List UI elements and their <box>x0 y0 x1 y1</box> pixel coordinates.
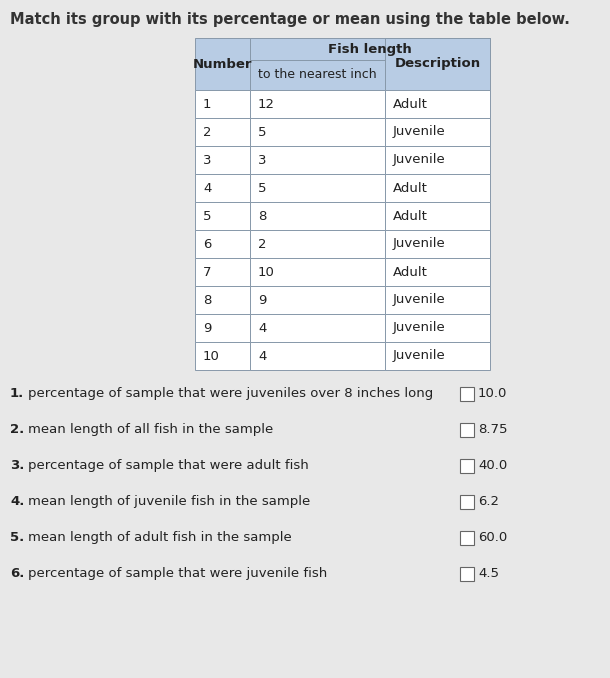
Bar <box>250 286 385 314</box>
Text: Number: Number <box>193 58 253 71</box>
Text: 5: 5 <box>258 125 267 138</box>
Bar <box>385 118 490 146</box>
Bar <box>195 342 250 370</box>
Text: Juvenile: Juvenile <box>393 321 446 334</box>
Text: 8.75: 8.75 <box>478 423 508 436</box>
Bar <box>195 202 250 230</box>
Bar <box>195 230 250 258</box>
Bar <box>385 314 490 342</box>
Bar <box>385 286 490 314</box>
Text: percentage of sample that were juveniles over 8 inches long: percentage of sample that were juveniles… <box>28 387 433 400</box>
Text: Adult: Adult <box>393 98 428 111</box>
Bar <box>195 38 250 90</box>
Text: 4: 4 <box>258 321 267 334</box>
Text: 12: 12 <box>258 98 275 111</box>
Text: Match its group with its percentage or mean using the table below.: Match its group with its percentage or m… <box>10 12 570 27</box>
Bar <box>250 118 385 146</box>
Bar <box>250 146 385 174</box>
Text: 9: 9 <box>258 294 267 306</box>
Bar <box>195 174 250 202</box>
Text: 2: 2 <box>258 237 267 250</box>
Text: 6.: 6. <box>10 567 24 580</box>
Bar <box>250 342 385 370</box>
Text: Juvenile: Juvenile <box>393 125 446 138</box>
Text: 4.: 4. <box>10 495 24 508</box>
Bar <box>250 230 385 258</box>
Bar <box>195 146 250 174</box>
Text: 10: 10 <box>203 349 220 363</box>
Text: 4: 4 <box>203 182 212 195</box>
Text: 6.2: 6.2 <box>478 495 499 508</box>
Text: 40.0: 40.0 <box>478 459 508 472</box>
Bar <box>250 258 385 286</box>
Text: 4: 4 <box>258 349 267 363</box>
Text: 5.: 5. <box>10 531 24 544</box>
Bar <box>460 458 474 473</box>
Text: mean length of all fish in the sample: mean length of all fish in the sample <box>28 423 273 436</box>
Bar <box>460 386 474 401</box>
Bar <box>195 90 250 118</box>
Text: 4.5: 4.5 <box>478 567 499 580</box>
Text: Juvenile: Juvenile <box>393 153 446 167</box>
Bar <box>385 146 490 174</box>
Text: 60.0: 60.0 <box>478 531 508 544</box>
Text: Description: Description <box>395 58 481 71</box>
Bar <box>250 90 385 118</box>
Text: Adult: Adult <box>393 182 428 195</box>
Text: 3: 3 <box>258 153 267 167</box>
Text: 8: 8 <box>203 294 212 306</box>
Text: 1.: 1. <box>10 387 24 400</box>
Text: Adult: Adult <box>393 266 428 279</box>
Bar <box>250 174 385 202</box>
Bar <box>460 567 474 580</box>
Text: 2.: 2. <box>10 423 24 436</box>
Text: 5: 5 <box>258 182 267 195</box>
Text: 7: 7 <box>203 266 212 279</box>
Bar <box>385 342 490 370</box>
Bar <box>250 60 385 90</box>
Text: 5: 5 <box>203 210 212 222</box>
Bar <box>460 531 474 544</box>
Text: 10.0: 10.0 <box>478 387 508 400</box>
Text: percentage of sample that were juvenile fish: percentage of sample that were juvenile … <box>28 567 327 580</box>
Text: Juvenile: Juvenile <box>393 237 446 250</box>
Text: Fish length: Fish length <box>328 43 412 56</box>
Bar <box>385 38 490 90</box>
Bar <box>385 202 490 230</box>
Text: Adult: Adult <box>393 210 428 222</box>
Bar <box>385 230 490 258</box>
Bar <box>385 90 490 118</box>
Text: 3.: 3. <box>10 459 24 472</box>
Bar <box>250 202 385 230</box>
Text: to the nearest inch: to the nearest inch <box>258 68 377 81</box>
Bar <box>195 286 250 314</box>
Text: Juvenile: Juvenile <box>393 294 446 306</box>
Text: percentage of sample that were adult fish: percentage of sample that were adult fis… <box>28 459 309 472</box>
Bar <box>195 258 250 286</box>
Text: mean length of juvenile fish in the sample: mean length of juvenile fish in the samp… <box>28 495 310 508</box>
Text: Juvenile: Juvenile <box>393 349 446 363</box>
Text: 1: 1 <box>203 98 212 111</box>
Text: 6: 6 <box>203 237 212 250</box>
Text: 9: 9 <box>203 321 212 334</box>
Text: 8: 8 <box>258 210 267 222</box>
Bar <box>195 118 250 146</box>
Bar <box>385 174 490 202</box>
Bar <box>250 314 385 342</box>
Text: 2: 2 <box>203 125 212 138</box>
Text: 10: 10 <box>258 266 275 279</box>
Bar <box>460 494 474 508</box>
Bar <box>460 422 474 437</box>
Bar <box>195 314 250 342</box>
Text: 3: 3 <box>203 153 212 167</box>
Bar <box>250 38 490 60</box>
Bar <box>385 258 490 286</box>
Text: mean length of adult fish in the sample: mean length of adult fish in the sample <box>28 531 292 544</box>
